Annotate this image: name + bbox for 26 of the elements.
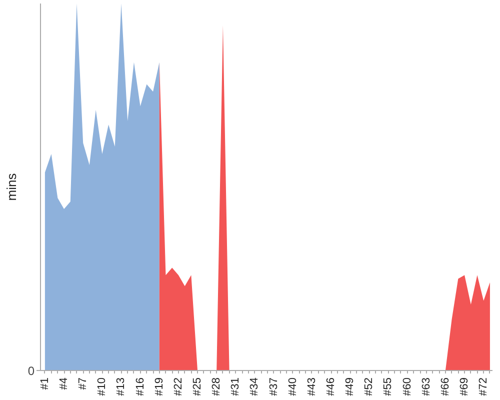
x-tick-label: #10 [96,377,108,396]
x-tick-label: #60 [401,377,414,396]
x-tick-label: #46 [325,377,338,396]
x-tick-label: #13 [115,377,128,396]
x-tick-label: #69 [458,377,471,396]
x-tick-label: #63 [420,377,432,396]
x-tick-label: #52 [363,377,376,396]
x-tick-label: #72 [478,377,490,396]
x-tick-label: #1 [38,377,51,390]
x-tick-label: #37 [268,377,280,396]
x-tick-label: #43 [306,377,318,396]
x-tick-label: #28 [210,377,223,396]
x-tick-label: #49 [344,377,356,396]
y-axis-title: mins [4,172,19,201]
x-tick-label: #22 [172,377,184,396]
x-tick-label: #16 [134,377,146,396]
x-tick-label: #19 [153,377,166,396]
x-tick-label: #40 [286,377,299,396]
x-tick-label: #4 [58,377,70,390]
x-tick-label: #31 [230,377,242,396]
x-tick-label: #7 [77,377,90,390]
x-tick-label: #66 [439,377,452,396]
x-tick-label: #55 [382,377,394,396]
text: 0 [28,364,35,378]
x-tick-label: #25 [192,377,204,396]
x-tick-label: #34 [248,377,261,396]
